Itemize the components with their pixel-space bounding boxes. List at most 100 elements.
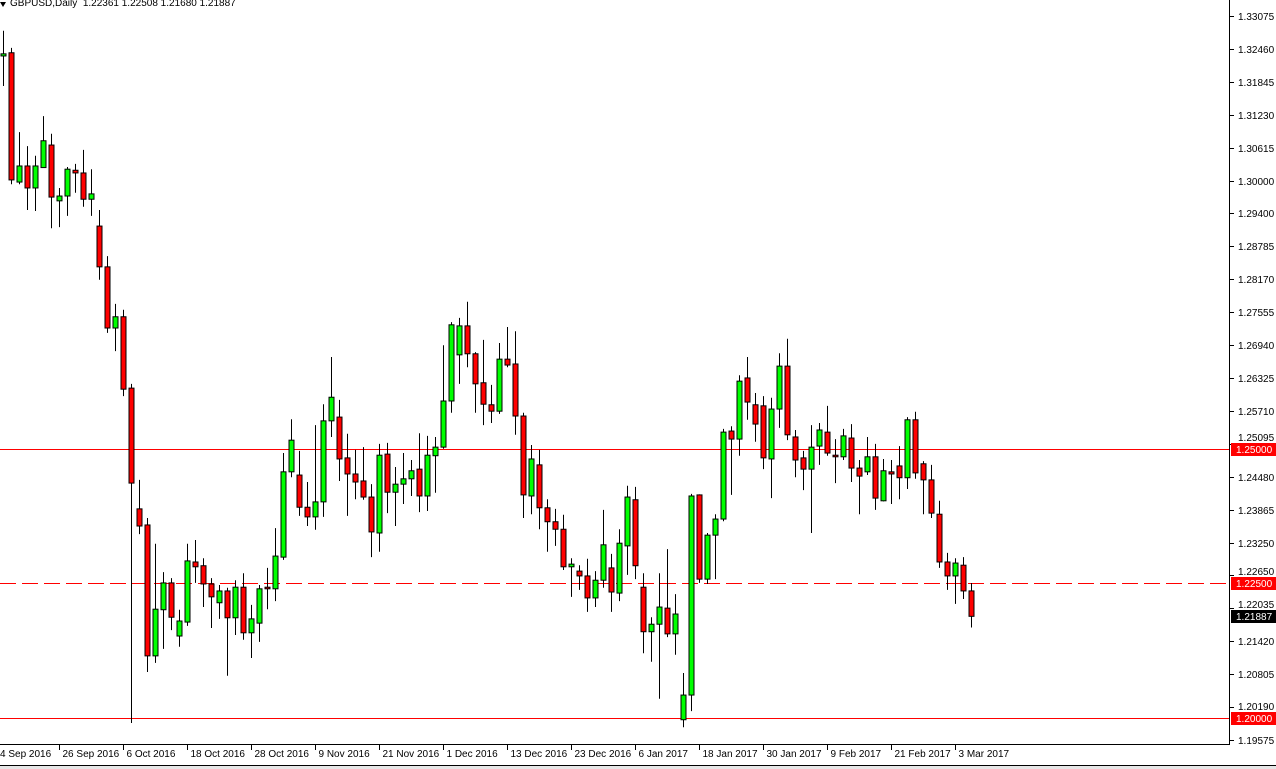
candle-body-bull <box>0 53 7 57</box>
candle <box>192 539 199 583</box>
y-tick-label: 1.22035 <box>1238 600 1275 611</box>
candle-body-bull <box>720 431 727 520</box>
candle <box>632 486 639 580</box>
candle-body-bear <box>336 416 343 460</box>
candle-body-bear <box>384 453 391 493</box>
candle-body-bull <box>448 324 455 402</box>
candle-body-bull <box>776 365 783 410</box>
candle-body-bear <box>824 431 831 454</box>
candle <box>128 383 135 723</box>
y-tick-label: 1.20190 <box>1238 702 1275 713</box>
candle <box>536 449 543 530</box>
candle <box>232 580 239 635</box>
candle <box>480 339 487 426</box>
candle-body-bull <box>424 454 431 497</box>
candle <box>744 356 751 420</box>
candle-body-bull <box>184 560 191 623</box>
y-tick-label: 1.31230 <box>1238 111 1275 122</box>
candle <box>720 428 727 522</box>
candle-body-bull <box>736 380 743 440</box>
candle-body-bear <box>72 169 79 174</box>
candle <box>848 424 855 483</box>
candle <box>8 47 15 185</box>
current-price-badge: 1.21887 <box>1236 612 1273 623</box>
candle-body-bear <box>928 479 935 514</box>
candle-body-bull <box>688 495 695 696</box>
y-tick-label: 1.32460 <box>1238 45 1275 56</box>
symbol-timeframe: GBPUSD,Daily <box>10 0 78 9</box>
candle <box>400 453 407 505</box>
candle <box>560 514 567 571</box>
candle <box>96 209 103 280</box>
candle-body-bear <box>488 404 495 412</box>
candle-body-bear <box>832 454 839 458</box>
candle-body-bear <box>744 377 751 403</box>
candle-body-bear <box>144 524 151 657</box>
candle-body-bull <box>648 623 655 633</box>
candle-body-bear <box>104 266 111 329</box>
candle <box>704 532 711 584</box>
candle <box>64 167 71 216</box>
candle <box>256 585 263 642</box>
candle-body-bear <box>728 430 735 440</box>
candle-body-bull <box>288 439 295 473</box>
candle-body-bear <box>208 583 215 598</box>
x-tick-label: 3 Mar 2017 <box>959 749 1010 760</box>
y-tick-label: 1.28170 <box>1238 275 1275 286</box>
candle <box>336 399 343 481</box>
candle-body-bear <box>920 463 927 481</box>
level-price-badge-bg <box>1231 443 1276 456</box>
time-axis[interactable]: 4 Sep 2016 26 Sep 2016 6 Oct 2016 18 Oct 20… <box>0 745 1010 760</box>
candle <box>512 331 519 435</box>
candle <box>440 345 447 449</box>
candle-body-bear <box>760 405 767 459</box>
candle-body-bear <box>552 521 559 530</box>
candle-body-bear <box>368 496 375 533</box>
triangle-down-icon[interactable] <box>0 2 6 7</box>
candle-body-bull <box>704 534 711 580</box>
x-tick-label: 6 Jan 2017 <box>639 749 689 760</box>
price-axis[interactable]: 1.33075 1.32460 1.31845 1.31230 1.30615 1.300… <box>1230 12 1275 747</box>
candle <box>552 508 559 546</box>
candle <box>248 604 255 659</box>
candle <box>864 436 871 476</box>
candle <box>768 397 775 499</box>
level-price-badge-bg <box>1231 577 1276 590</box>
candle-body-bull <box>328 396 335 422</box>
candle-body-bull <box>408 470 415 480</box>
y-tick-label: 1.19575 <box>1238 736 1275 747</box>
candle <box>520 412 527 518</box>
chart-tabs-strip[interactable] <box>0 765 1276 769</box>
candle-body-bull <box>256 588 263 624</box>
candle <box>368 484 375 558</box>
candle <box>672 594 679 655</box>
candle <box>952 558 959 604</box>
candle-body-bull <box>840 435 847 458</box>
candle-body-bear <box>792 436 799 461</box>
candle-body-bull <box>440 400 447 448</box>
candle-body-bear <box>464 325 471 355</box>
candle-body-bear <box>752 404 759 425</box>
candle-body-bear <box>24 165 31 189</box>
candle-body-bull <box>40 140 47 169</box>
candle-body-bear <box>968 590 975 617</box>
candle-body-bull <box>616 542 623 594</box>
candle <box>880 458 887 502</box>
candle-body-bull <box>808 446 815 470</box>
level-price-badge: 1.20000 <box>1236 714 1273 725</box>
candle <box>648 617 655 662</box>
candle-body-bull <box>160 582 167 611</box>
y-tick-label: 1.27555 <box>1238 308 1275 319</box>
candle <box>584 558 591 612</box>
candle <box>608 553 615 612</box>
current-price-badge-bg <box>1231 610 1276 623</box>
candle <box>760 396 767 470</box>
x-tick-label: 1 Dec 2016 <box>447 749 499 760</box>
x-tick-label: 9 Nov 2016 <box>319 749 371 760</box>
x-tick-label: 23 Dec 2016 <box>575 749 632 760</box>
candle-body-bear <box>536 464 543 509</box>
candle <box>592 571 599 608</box>
candle-body-bear <box>896 465 903 479</box>
candle <box>912 411 919 479</box>
